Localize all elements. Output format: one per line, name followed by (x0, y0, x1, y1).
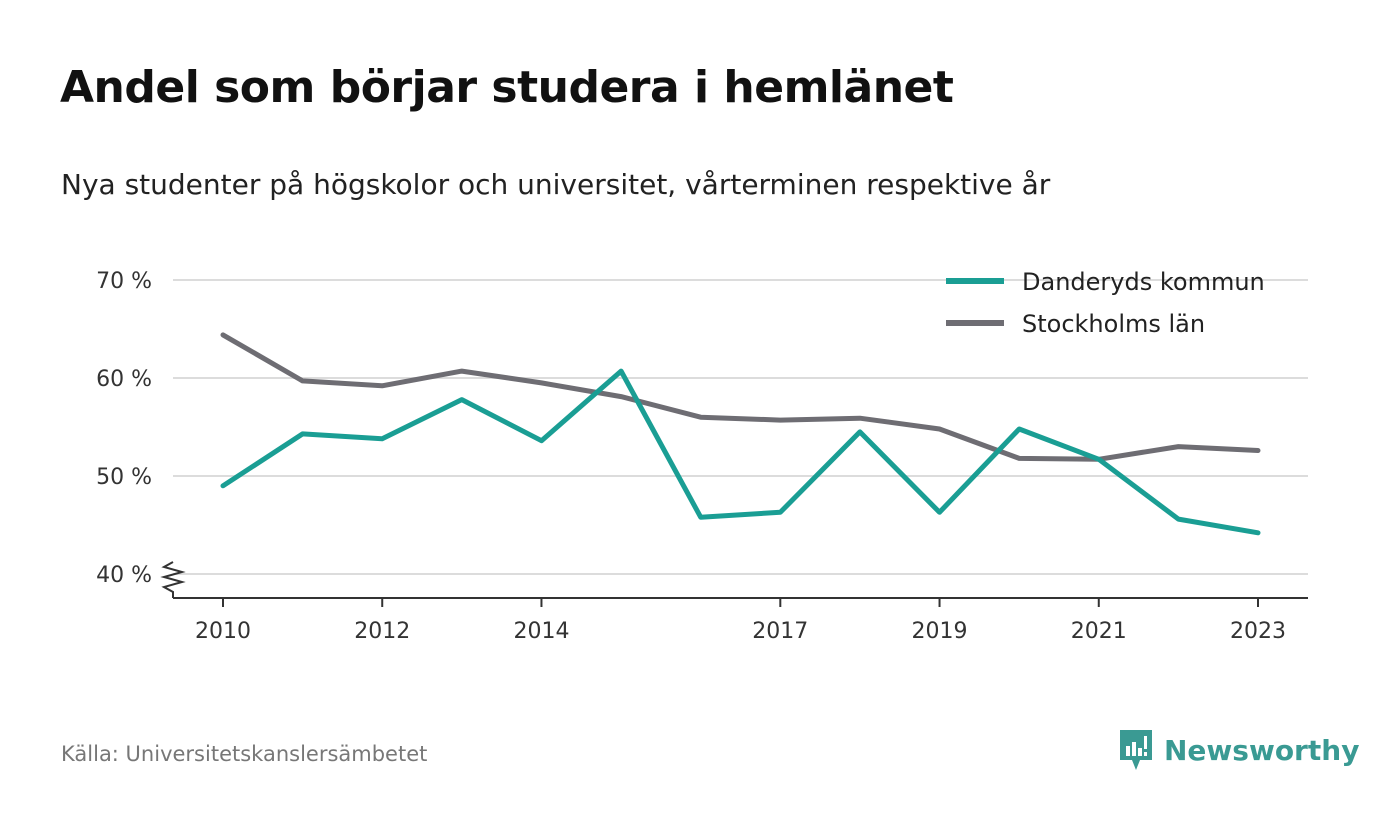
chart-subtitle: Nya studenter på högskolor och universit… (61, 168, 1051, 201)
line-chart: 40 % 50 % 60 % 70 % 2010 2012 2014 2017 2019 2021… (96, 268, 1308, 644)
axes: 40 % 50 % 60 % 70 % 2010 2012 2014 2017 2019 2021… (96, 269, 1308, 644)
legend-swatch (946, 278, 1004, 284)
x-tick-label: 2014 (513, 619, 569, 644)
newsworthy-brand: Newsworthy (1118, 728, 1359, 772)
newsworthy-logo-icon (1120, 730, 1152, 770)
legend-label: Danderyds kommun (1022, 268, 1265, 296)
y-tick-label: 60 % (96, 367, 152, 392)
series-line-stockholm (220, 332, 1261, 462)
chart-title: Andel som börjar studera i hemlänet (60, 62, 954, 113)
x-tick-label: 2017 (752, 619, 808, 644)
x-tick-label: 2012 (354, 619, 410, 644)
series-lines (220, 332, 1261, 536)
x-tick-label: 2019 (912, 619, 968, 644)
y-axis-break-icon (160, 561, 186, 598)
brand-name: Newsworthy (1164, 733, 1360, 767)
x-tick-label: 2021 (1071, 619, 1127, 644)
legend: Danderyds kommun Stockholms län (946, 268, 1265, 338)
source-note: Källa: Universitetskanslersämbetet (61, 742, 428, 766)
series-line-danderyd (220, 368, 1261, 536)
y-tick-label: 40 % (96, 563, 152, 588)
legend-label: Stockholms län (1022, 310, 1205, 338)
y-tick-label: 50 % (96, 465, 152, 490)
x-tick-label: 2010 (195, 619, 251, 644)
x-tick-label: 2023 (1230, 619, 1286, 644)
legend-swatch (946, 320, 1004, 326)
y-tick-label: 70 % (96, 269, 152, 294)
